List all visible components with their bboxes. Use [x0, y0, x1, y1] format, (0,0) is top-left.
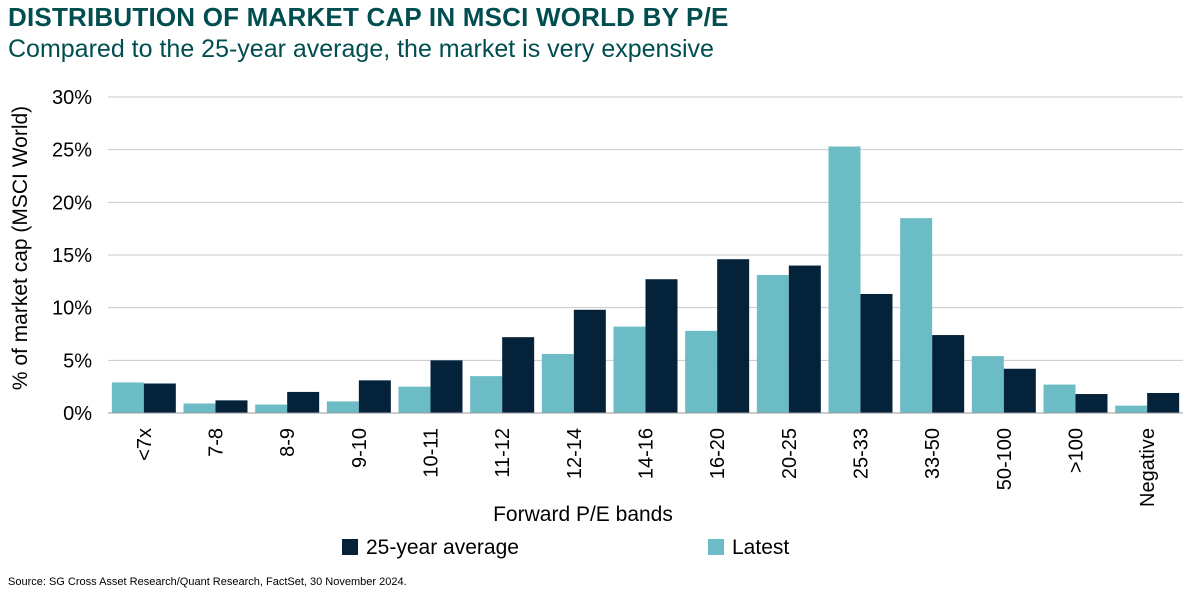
chart-subtitle: Compared to the 25-year average, the mar…	[8, 35, 714, 63]
legend: 25-year average Latest	[342, 536, 789, 559]
bar-25-year-average-2	[287, 391, 320, 413]
source-note: Source: SG Cross Asset Research/Quant Re…	[8, 576, 407, 588]
bar-latest-6	[541, 354, 574, 413]
x-tick-label: 8-9	[277, 428, 299, 457]
bar-latest-2	[255, 404, 288, 413]
x-tick-label: 12-14	[564, 428, 586, 479]
bar-25-year-average-4	[430, 360, 463, 413]
bar-25-year-average-0	[143, 383, 176, 413]
legend-label-25-year-average: 25-year average	[366, 536, 519, 559]
y-tick-label: 20%	[52, 192, 92, 214]
bar-latest-13	[1043, 384, 1076, 413]
bar-25-year-average-9	[788, 265, 821, 413]
bar-latest-7	[613, 326, 646, 413]
x-tick-label: >100	[1066, 428, 1088, 473]
bar-25-year-average-12	[1003, 368, 1036, 413]
bar-25-year-average-11	[932, 335, 965, 413]
bar-latest-1	[183, 403, 216, 413]
bar-25-year-average-3	[358, 380, 391, 413]
y-tick-label: 10%	[52, 298, 92, 320]
bar-25-year-average-13	[1075, 394, 1108, 413]
bar-latest-8	[685, 330, 718, 413]
y-axis-ticks: 0% 5% 10% 15% 20% 25% 30%	[52, 87, 92, 425]
bar-25-year-average-1	[215, 400, 248, 413]
x-tick-label: Negative	[1137, 428, 1159, 507]
x-tick-label: 14-16	[636, 428, 658, 479]
legend-swatch-25-year-average	[342, 539, 358, 555]
bar-latest-12	[971, 356, 1004, 413]
bar-25-year-average-14	[1147, 392, 1180, 413]
x-tick-label: 7-8	[206, 428, 228, 457]
y-tick-label: 0%	[63, 403, 92, 425]
x-axis-label: Forward P/E bands	[493, 503, 673, 526]
x-axis-ticks: <7x 7-8 8-9 9-10 10-11 11-12 12-14 14-16 16-20 20…	[134, 428, 1159, 507]
x-tick-label: 11-12	[492, 428, 514, 478]
chart-title: DISTRIBUTION OF MARKET CAP IN MSCI WORLD…	[8, 2, 729, 32]
bar-latest-11	[900, 218, 933, 413]
x-tick-label: 16-20	[707, 428, 729, 479]
bar-latest-4	[398, 386, 431, 413]
bar-latest-0	[111, 382, 144, 413]
bar-25-year-average-8	[717, 259, 750, 413]
bar-latest-14	[1115, 405, 1148, 413]
legend-swatch-latest	[708, 539, 724, 555]
bar-latest-10	[828, 146, 861, 414]
bar-latest-5	[470, 376, 503, 413]
y-tick-label: 15%	[52, 245, 92, 267]
bar-25-year-average-7	[645, 279, 678, 413]
bar-latest-3	[326, 401, 359, 413]
bar-latest-9	[756, 275, 789, 413]
y-axis-label: % of market cap (MSCI World)	[9, 106, 32, 390]
legend-label-latest: Latest	[732, 536, 789, 559]
y-tick-label: 25%	[52, 140, 92, 162]
x-tick-label: 33-50	[922, 428, 944, 479]
bar-25-year-average-6	[573, 309, 606, 413]
bar-25-year-average-5	[502, 337, 535, 413]
x-tick-label: <7x	[134, 428, 156, 461]
x-tick-label: 9-10	[349, 428, 371, 468]
x-tick-label: 50-100	[994, 428, 1016, 490]
x-tick-label: 10-11	[421, 428, 443, 478]
bar-25-year-average-10	[860, 293, 893, 413]
y-tick-label: 30%	[52, 87, 92, 109]
x-tick-label: 25-33	[851, 428, 873, 479]
y-tick-label: 5%	[63, 350, 92, 372]
bars	[111, 146, 1180, 414]
x-tick-label: 20-25	[779, 428, 801, 479]
